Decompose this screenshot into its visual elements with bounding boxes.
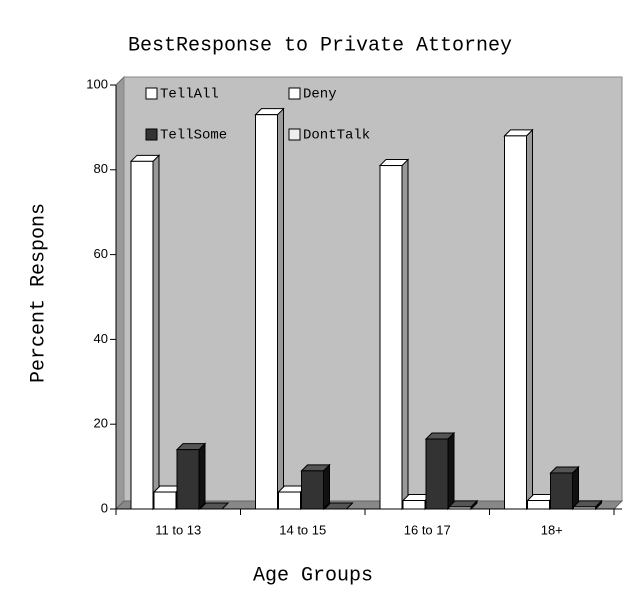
bar-front bbox=[255, 114, 278, 510]
bar-front bbox=[153, 491, 177, 510]
bar-side bbox=[277, 107, 284, 511]
back-wall bbox=[123, 76, 623, 502]
x-axis-label: Age Groups bbox=[253, 564, 373, 587]
bar-front bbox=[176, 449, 200, 510]
chart-title: BestResponse to Private Attorney bbox=[128, 34, 512, 57]
bar-side bbox=[526, 128, 533, 511]
y-tick-label: 80 bbox=[94, 161, 108, 176]
legend-swatch bbox=[288, 87, 301, 100]
legend-swatch bbox=[288, 128, 301, 141]
bar-front bbox=[573, 506, 596, 510]
legend-label: TellAll bbox=[160, 87, 219, 103]
legend-label: DontTalk bbox=[303, 128, 370, 144]
bar-front bbox=[504, 135, 527, 510]
y-tick-label: 0 bbox=[101, 500, 108, 515]
bar-front bbox=[130, 160, 154, 510]
bar-side bbox=[401, 158, 409, 511]
bar bbox=[572, 499, 603, 511]
bar-side bbox=[447, 431, 455, 511]
bar-front bbox=[301, 470, 324, 510]
bar bbox=[424, 431, 456, 511]
bar-front bbox=[402, 500, 426, 510]
bar bbox=[300, 463, 331, 511]
bar bbox=[323, 502, 354, 510]
bar bbox=[447, 499, 479, 511]
legend-label: TellSome bbox=[160, 128, 227, 144]
y-tick-label: 40 bbox=[94, 331, 108, 346]
bar-front bbox=[448, 506, 472, 510]
y-tick-label: 20 bbox=[94, 416, 108, 431]
bar-top bbox=[198, 502, 230, 510]
bar bbox=[378, 158, 410, 511]
x-tick-label: 18+ bbox=[541, 522, 563, 537]
bar-front bbox=[425, 438, 449, 510]
bar-front bbox=[550, 472, 573, 510]
y-tick-label: 100 bbox=[86, 76, 108, 91]
bar-front bbox=[527, 500, 550, 510]
bar-front bbox=[278, 491, 301, 510]
bar-side bbox=[152, 154, 160, 511]
bar bbox=[198, 502, 230, 510]
bar-front bbox=[379, 165, 403, 510]
bar-top bbox=[323, 502, 354, 510]
bar bbox=[175, 442, 207, 511]
bar bbox=[129, 154, 161, 511]
y-tick-label: 60 bbox=[94, 246, 108, 261]
bar-side bbox=[198, 442, 206, 511]
legend-label: Deny bbox=[303, 87, 337, 103]
legend-swatch bbox=[145, 128, 158, 141]
x-tick-label: 16 to 17 bbox=[404, 522, 451, 537]
y-axis-label: Percent Respons bbox=[27, 203, 50, 383]
bar-side bbox=[323, 463, 330, 511]
bar bbox=[549, 465, 580, 511]
legend-swatch bbox=[145, 87, 158, 100]
x-tick-label: 11 to 13 bbox=[155, 522, 201, 537]
bar bbox=[254, 107, 285, 511]
bar bbox=[503, 128, 534, 511]
side-wall bbox=[115, 75, 125, 511]
x-tick-label: 14 to 15 bbox=[279, 522, 326, 537]
